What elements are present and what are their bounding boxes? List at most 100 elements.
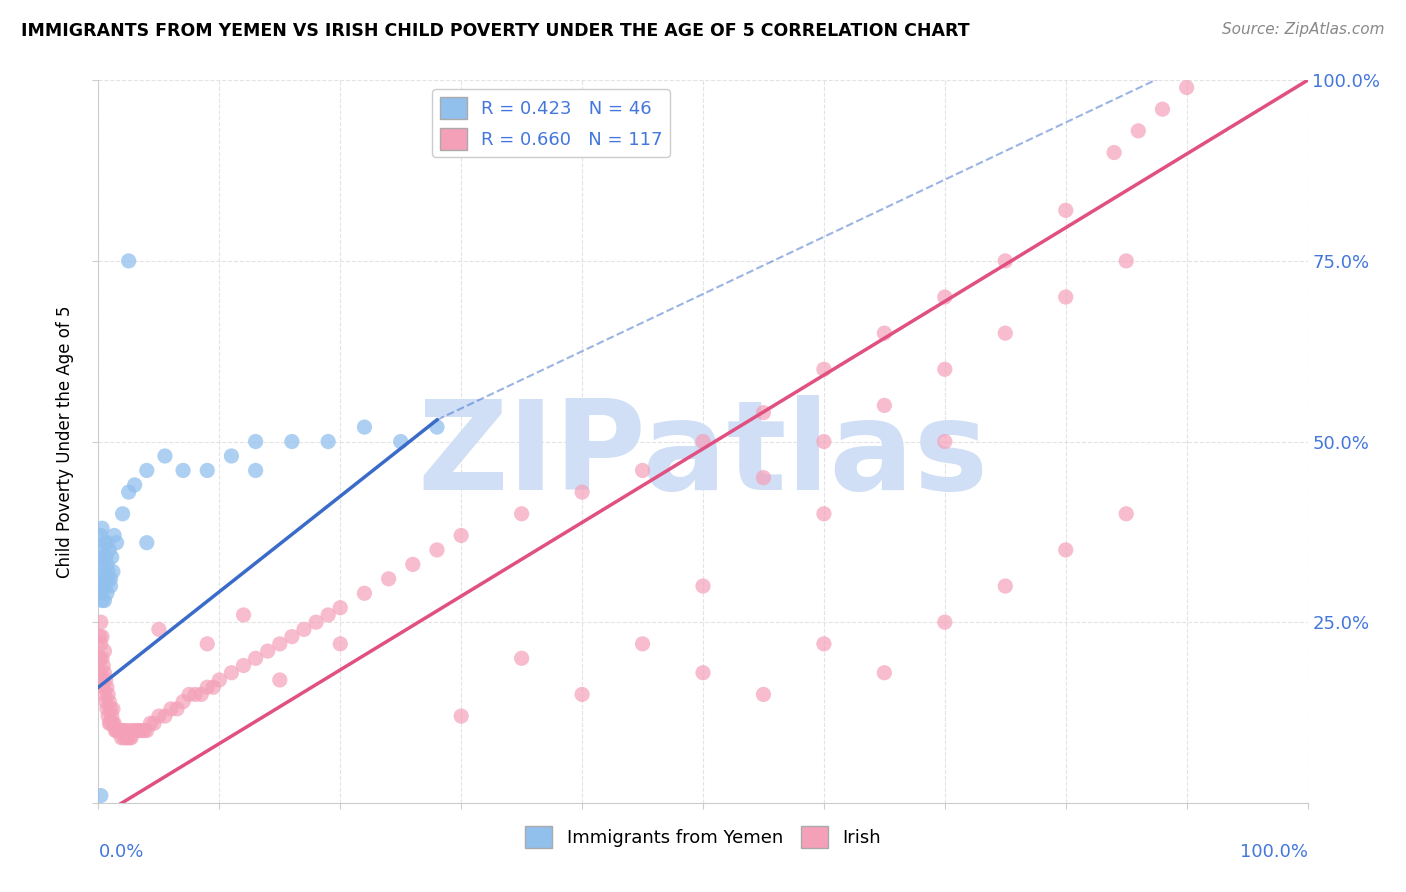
Point bbox=[98, 542, 121, 557]
Point bbox=[752, 470, 775, 484]
Text: 100.0%: 100.0% bbox=[1240, 843, 1308, 861]
Point bbox=[127, 723, 149, 738]
Point bbox=[245, 434, 267, 449]
Point bbox=[631, 637, 654, 651]
Point bbox=[115, 731, 138, 745]
Point bbox=[103, 528, 125, 542]
Point bbox=[107, 723, 129, 738]
Point bbox=[120, 731, 142, 745]
Point bbox=[101, 702, 124, 716]
Point bbox=[1128, 124, 1150, 138]
Point bbox=[1115, 507, 1137, 521]
Point bbox=[221, 665, 243, 680]
Point bbox=[377, 572, 399, 586]
Point bbox=[692, 579, 714, 593]
Text: ZIPatlas: ZIPatlas bbox=[418, 395, 988, 516]
Point bbox=[160, 702, 183, 716]
Point bbox=[426, 542, 449, 557]
Point bbox=[94, 572, 117, 586]
Point bbox=[93, 593, 115, 607]
Point bbox=[1115, 253, 1137, 268]
Point bbox=[100, 579, 122, 593]
Point bbox=[873, 665, 896, 680]
Point bbox=[813, 507, 835, 521]
Point bbox=[91, 630, 114, 644]
Point bbox=[934, 362, 956, 376]
Point bbox=[110, 731, 132, 745]
Point bbox=[571, 485, 593, 500]
Point bbox=[402, 558, 425, 572]
Point bbox=[91, 542, 114, 557]
Point bbox=[135, 723, 157, 738]
Point bbox=[135, 463, 157, 477]
Point bbox=[94, 550, 117, 565]
Text: Source: ZipAtlas.com: Source: ZipAtlas.com bbox=[1222, 22, 1385, 37]
Point bbox=[631, 463, 654, 477]
Point bbox=[221, 449, 243, 463]
Point bbox=[111, 723, 134, 738]
Point bbox=[101, 565, 124, 579]
Point bbox=[994, 326, 1017, 340]
Point bbox=[166, 702, 188, 716]
Point bbox=[292, 623, 315, 637]
Point bbox=[90, 637, 112, 651]
Point bbox=[103, 716, 125, 731]
Point bbox=[91, 579, 114, 593]
Point bbox=[91, 673, 114, 687]
Point bbox=[90, 586, 112, 600]
Legend: Immigrants from Yemen, Irish: Immigrants from Yemen, Irish bbox=[517, 819, 889, 855]
Point bbox=[305, 615, 328, 630]
Point bbox=[90, 528, 112, 542]
Point bbox=[128, 723, 150, 738]
Point bbox=[100, 572, 122, 586]
Point bbox=[934, 615, 956, 630]
Point bbox=[994, 253, 1017, 268]
Point bbox=[752, 406, 775, 420]
Point bbox=[329, 600, 352, 615]
Point bbox=[256, 644, 278, 658]
Point bbox=[752, 687, 775, 701]
Point bbox=[114, 723, 136, 738]
Point bbox=[93, 687, 115, 701]
Point bbox=[202, 680, 225, 694]
Point bbox=[195, 680, 218, 694]
Point bbox=[101, 716, 124, 731]
Point bbox=[89, 550, 111, 565]
Point bbox=[91, 558, 114, 572]
Point bbox=[195, 637, 218, 651]
Point bbox=[1054, 290, 1077, 304]
Point bbox=[90, 665, 112, 680]
Point bbox=[1175, 80, 1198, 95]
Point bbox=[100, 550, 122, 565]
Point bbox=[245, 651, 267, 665]
Point bbox=[329, 637, 352, 651]
Point bbox=[245, 463, 267, 477]
Point bbox=[232, 607, 254, 622]
Point bbox=[100, 702, 122, 716]
Point bbox=[232, 658, 254, 673]
Point bbox=[96, 535, 118, 549]
Point bbox=[269, 637, 291, 651]
Point bbox=[100, 716, 122, 731]
Y-axis label: Child Poverty Under the Age of 5: Child Poverty Under the Age of 5 bbox=[56, 305, 75, 578]
Point bbox=[91, 651, 114, 665]
Point bbox=[94, 695, 117, 709]
Point bbox=[934, 290, 956, 304]
Point bbox=[692, 434, 714, 449]
Point bbox=[98, 716, 121, 731]
Point bbox=[111, 507, 134, 521]
Point bbox=[873, 398, 896, 412]
Point bbox=[873, 326, 896, 340]
Point bbox=[94, 673, 117, 687]
Point bbox=[316, 607, 339, 622]
Point bbox=[426, 420, 449, 434]
Point bbox=[389, 434, 412, 449]
Point bbox=[571, 687, 593, 701]
Point bbox=[1152, 102, 1174, 116]
Point bbox=[100, 709, 122, 723]
Point bbox=[143, 716, 166, 731]
Point bbox=[269, 673, 291, 687]
Point bbox=[89, 630, 111, 644]
Point bbox=[93, 565, 115, 579]
Point bbox=[134, 723, 156, 738]
